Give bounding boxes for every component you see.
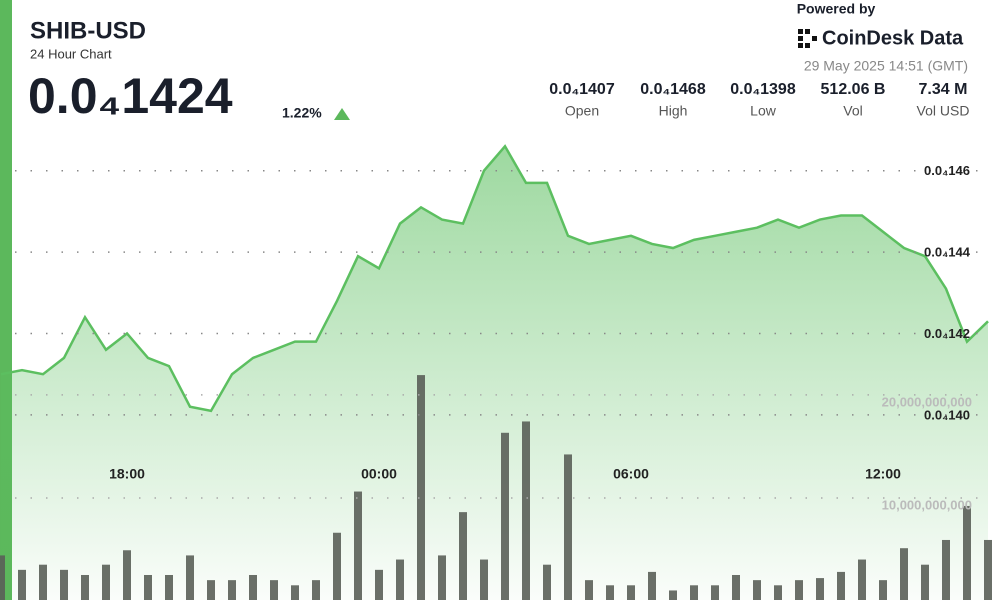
volume-bar <box>102 564 110 600</box>
x-tick-label: 12:00 <box>865 466 901 482</box>
stat-label: Low <box>750 103 777 119</box>
brand: CoinDesk Data <box>822 27 964 49</box>
stat-value: 7.34 M <box>919 81 968 98</box>
chart-subtitle: 24 Hour Chart <box>30 46 112 61</box>
volume-bar <box>732 574 740 600</box>
volume-bar <box>354 491 362 600</box>
volume-bar <box>606 585 614 600</box>
plot: 0.0₄146 0.0₄144 0.0₄142 0.0₄14020,000,000,0… <box>0 144 992 600</box>
y-tick-label: 0.0₄146 <box>924 163 970 178</box>
x-tick-label: 00:00 <box>361 466 397 482</box>
volume-bar <box>774 585 782 600</box>
y2-tick-label: 10,000,000,000 <box>882 497 972 512</box>
volume-bar <box>165 574 173 600</box>
volume-bar <box>816 578 824 600</box>
timestamp: 29 May 2025 14:51 (GMT) <box>804 58 968 74</box>
up-arrow <box>334 108 350 120</box>
volume-bar <box>711 585 719 600</box>
volume-bar <box>879 580 887 600</box>
volume-bar <box>543 564 551 600</box>
stat-value: 0.0₄1398 <box>730 81 796 98</box>
volume-bar <box>270 580 278 600</box>
stat-label: Vol USD <box>917 103 970 119</box>
brand-logo <box>798 29 817 48</box>
stat-value: 512.06 B <box>821 81 886 98</box>
price-change: 1.22% <box>282 105 322 121</box>
current-price: 0.0₄1424 <box>28 68 233 124</box>
volume-bar <box>396 559 404 600</box>
volume-bar <box>837 571 845 600</box>
volume-bar <box>900 548 908 600</box>
volume-bar <box>690 585 698 600</box>
volume-bar <box>921 564 929 600</box>
volume-bar <box>627 585 635 600</box>
volume-bar <box>480 559 488 600</box>
stat-value: 0.0₄1468 <box>640 81 706 98</box>
volume-bar <box>39 564 47 600</box>
volume-bar <box>60 569 68 600</box>
volume-bar <box>753 580 761 600</box>
volume-bar <box>417 375 425 600</box>
volume-bar <box>984 539 992 600</box>
stat-label: High <box>659 103 688 119</box>
volume-bar <box>669 590 677 600</box>
stats: 0.0₄1407 Open 0.0₄1468 High 0.0₄1398 Low 512.0… <box>549 81 969 118</box>
x-tick-label: 06:00 <box>613 466 649 482</box>
volume-bar <box>81 574 89 600</box>
y-tick-label: 0.0₄144 <box>924 245 971 260</box>
stat-label: Vol <box>843 103 862 119</box>
volume-bar <box>648 571 656 600</box>
price-line <box>0 144 989 413</box>
volume-bar <box>963 505 971 600</box>
volume-bar <box>564 454 572 600</box>
volume-bar <box>312 580 320 600</box>
volume-bar <box>333 532 341 600</box>
volume-bar <box>942 539 950 600</box>
y-tick-label: 0.0₄142 <box>924 326 970 341</box>
volume-bar <box>249 574 257 600</box>
volume-bar <box>228 580 236 600</box>
chart-title: SHIB-USD <box>30 17 146 44</box>
volume-bar <box>585 580 593 600</box>
volume-bar <box>795 580 803 600</box>
volume-bar <box>123 550 131 600</box>
volume-bar <box>522 421 530 600</box>
volume-bar <box>459 512 467 600</box>
volume-bar <box>18 569 26 600</box>
x-tick-label: 18:00 <box>109 466 145 482</box>
price-area <box>1 146 988 600</box>
volume-bar <box>858 559 866 600</box>
volume-bar <box>0 555 5 600</box>
volume-bar <box>291 585 299 600</box>
volume-bar <box>144 574 152 600</box>
volume-bar <box>207 580 215 600</box>
volume-bar <box>375 569 383 600</box>
volume-bar <box>186 555 194 600</box>
powered-by: Powered by <box>797 1 876 17</box>
y-tick-label: 0.0₄140 <box>924 407 970 422</box>
volume-bar <box>438 555 446 600</box>
stat-value: 0.0₄1407 <box>549 81 615 98</box>
stat-label: Open <box>565 103 599 119</box>
volume-bar <box>501 432 509 600</box>
y2-tick-label: 20,000,000,000 <box>882 394 972 409</box>
